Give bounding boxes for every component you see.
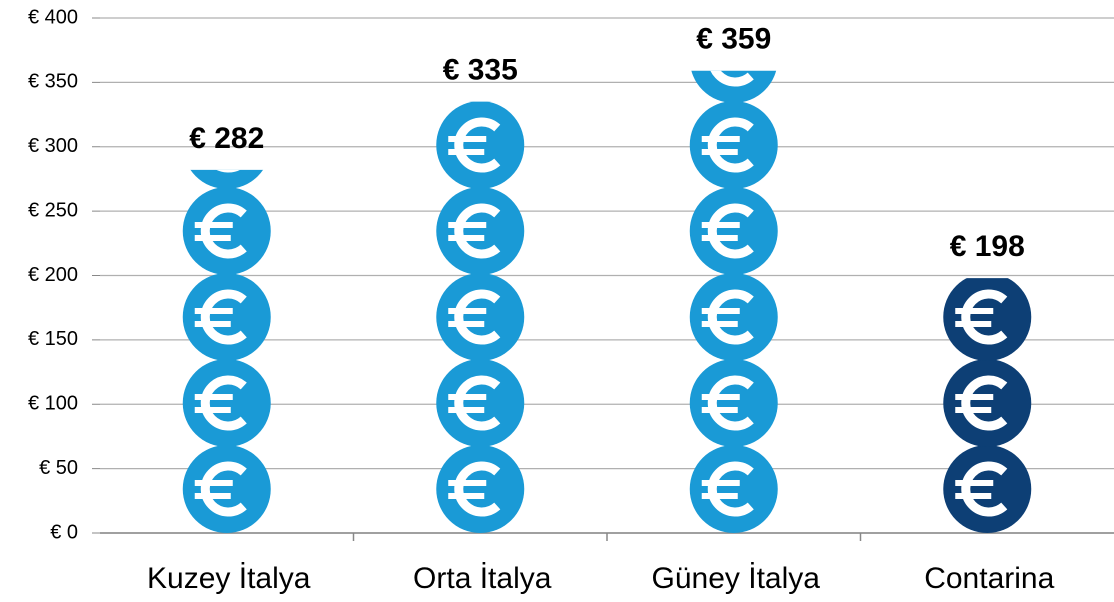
coin: [182, 273, 271, 361]
y-tick-label: € 100: [28, 393, 78, 415]
x-tick-label: Contarina: [924, 562, 1054, 595]
coin: [691, 70, 777, 103]
coin: [436, 273, 525, 361]
x-tick-label: Güney İtalya: [652, 562, 821, 595]
bar: [182, 169, 271, 533]
y-tick-label: € 250: [28, 199, 78, 221]
y-tick-label: € 0: [50, 521, 78, 543]
coin: [436, 187, 525, 275]
value-label: € 335: [443, 54, 518, 87]
coin: [182, 445, 271, 533]
coin: [943, 278, 1032, 361]
y-tick-label: € 300: [28, 135, 78, 157]
bar: [689, 70, 778, 533]
coin: [436, 359, 525, 447]
bar: [943, 278, 1032, 533]
coin: [469, 101, 491, 103]
y-tick-label: € 350: [28, 71, 78, 93]
coin: [943, 359, 1032, 447]
x-tick-label: Kuzey İtalya: [147, 562, 311, 595]
coin: [689, 359, 778, 447]
y-tick-label: € 400: [28, 6, 78, 28]
value-label: € 282: [189, 122, 264, 155]
coin: [689, 445, 778, 533]
coin: [943, 445, 1032, 533]
y-tick-label: € 200: [28, 264, 78, 286]
coin: [190, 169, 263, 189]
coin: [182, 359, 271, 447]
x-tick-label: Orta İtalya: [413, 562, 552, 595]
bar: [436, 101, 525, 533]
coin: [436, 445, 525, 533]
coin: [689, 273, 778, 361]
y-tick-label: € 50: [39, 457, 78, 479]
coin: [689, 187, 778, 275]
coin: [436, 101, 525, 189]
coin: [689, 101, 778, 189]
value-label: € 359: [696, 23, 771, 56]
value-label: € 198: [950, 230, 1025, 263]
y-tick-label: € 150: [28, 328, 78, 350]
coin: [182, 187, 271, 275]
